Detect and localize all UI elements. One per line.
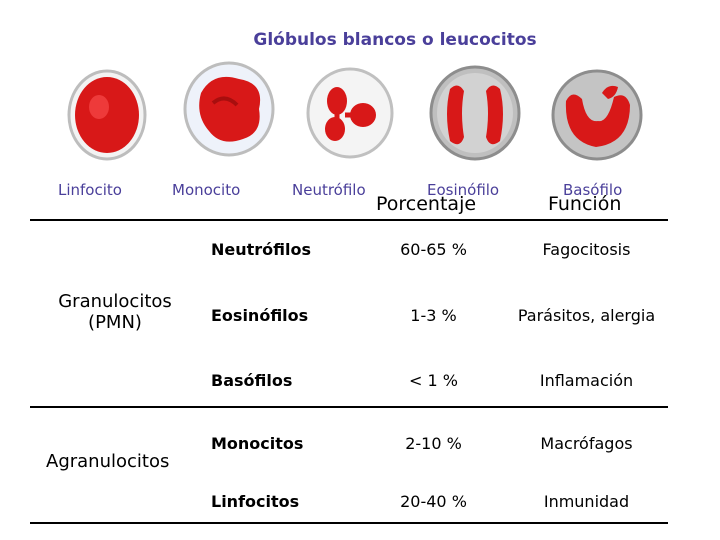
group-granulocitos-line2: (PMN) <box>88 312 142 333</box>
lymphocyte-label: Linfocito <box>58 181 122 199</box>
eosinophil-label: Eosinófilo <box>427 181 500 199</box>
cell-name: Eosinófilos <box>211 306 309 325</box>
cell-function: Inmunidad <box>543 492 630 511</box>
group-granulocitos: Granulocitos (PMN) <box>50 291 180 333</box>
cell-function: Parásitos, alergia <box>517 306 656 325</box>
eosinophil-cell-icon <box>420 57 530 167</box>
table-rule-bottom <box>30 522 668 524</box>
cell-name: Basófilos <box>211 371 293 390</box>
cell-function: Fagocitosis <box>542 240 631 259</box>
group-agranulocitos: Agranulocitos <box>46 451 170 472</box>
cell-name: Monocitos <box>211 434 304 453</box>
leukocyte-figure: Glóbulos blancos o leucocitos Linfocito … <box>45 25 643 199</box>
neutrophil-label: Neutrófilo <box>292 181 366 199</box>
monocyte-cell-icon <box>173 53 283 163</box>
monocyte-label: Monocito <box>172 181 241 199</box>
header-function: Función <box>548 193 622 215</box>
header-percentage: Porcentaje <box>376 193 477 215</box>
table-rule-top <box>30 219 668 221</box>
basophil-label: Basófilo <box>563 181 623 199</box>
basophil-cell-icon <box>542 57 652 167</box>
cell-name: Linfocitos <box>211 492 300 511</box>
cell-percentage: 1-3 % <box>410 306 457 325</box>
neutrophil-cell-icon <box>295 57 405 167</box>
cell-percentage: 2-10 % <box>405 434 462 453</box>
cell-percentage: < 1 % <box>409 371 458 390</box>
cell-function: Macrófagos <box>540 434 633 453</box>
cell-function: Inflamación <box>539 371 634 390</box>
lymphocyte-cell-icon <box>55 57 165 167</box>
table-rule-middle <box>30 406 668 408</box>
figure-title: Glóbulos blancos o leucocitos <box>253 30 537 50</box>
cell-percentage: 60-65 % <box>400 240 467 259</box>
cell-name: Neutrófilos <box>211 240 312 259</box>
group-granulocitos-line1: Granulocitos <box>58 291 172 312</box>
cell-percentage: 20-40 % <box>400 492 467 511</box>
